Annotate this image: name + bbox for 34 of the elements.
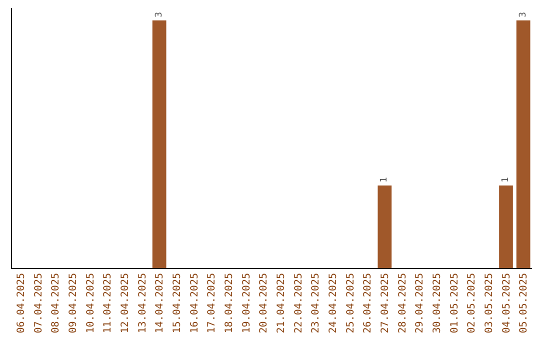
data-label: 1 xyxy=(501,177,511,182)
x-tick-label: 05.05.2025 xyxy=(518,273,530,334)
x-tick-label: 19.04.2025 xyxy=(241,273,252,334)
x-tick-label: 13.04.2025 xyxy=(137,273,148,334)
x-tick-label: 10.04.2025 xyxy=(85,273,96,334)
x-tick-label: 03.05.2025 xyxy=(484,273,495,334)
x-tick-label: 15.04.2025 xyxy=(172,273,183,334)
x-tick-label: 21.04.2025 xyxy=(276,273,287,334)
x-tick-label: 18.04.2025 xyxy=(224,273,235,334)
data-label: 3 xyxy=(154,12,164,18)
x-tick-label: 09.04.2025 xyxy=(68,273,79,334)
x-tick-label: 20.04.2025 xyxy=(258,273,270,334)
x-tick-label: 26.04.2025 xyxy=(362,273,374,334)
x-tick-label: 11.04.2025 xyxy=(102,273,114,334)
x-tick-label: 29.04.2025 xyxy=(414,273,426,334)
x-tick-label: 14.04.2025 xyxy=(154,273,166,334)
x-tick-label: 02.05.2025 xyxy=(466,273,478,334)
x-tick-label: 23.04.2025 xyxy=(310,273,322,334)
x-tick-label: 24.04.2025 xyxy=(328,273,339,334)
x-tick-label: 08.04.2025 xyxy=(50,273,62,334)
x-tick-label: 16.04.2025 xyxy=(189,273,200,334)
x-tick-label: 30.04.2025 xyxy=(432,273,443,334)
data-label: 1 xyxy=(380,177,390,182)
x-tick-label: 04.05.2025 xyxy=(501,273,512,334)
x-tick-label: 01.05.2025 xyxy=(449,273,460,334)
x-tick-label: 25.04.2025 xyxy=(345,273,356,334)
x-tick-label: 22.04.2025 xyxy=(293,273,304,334)
x-tick-label: 17.04.2025 xyxy=(206,273,218,334)
x-tick-label: 06.04.2025 xyxy=(16,273,27,334)
x-tick-label: 07.04.2025 xyxy=(33,273,44,334)
x-tick-label: 12.04.2025 xyxy=(120,273,131,334)
data-label: 3 xyxy=(518,12,528,18)
x-tick-label: 28.04.2025 xyxy=(397,273,408,334)
x-tick-label: 27.04.2025 xyxy=(380,273,391,334)
